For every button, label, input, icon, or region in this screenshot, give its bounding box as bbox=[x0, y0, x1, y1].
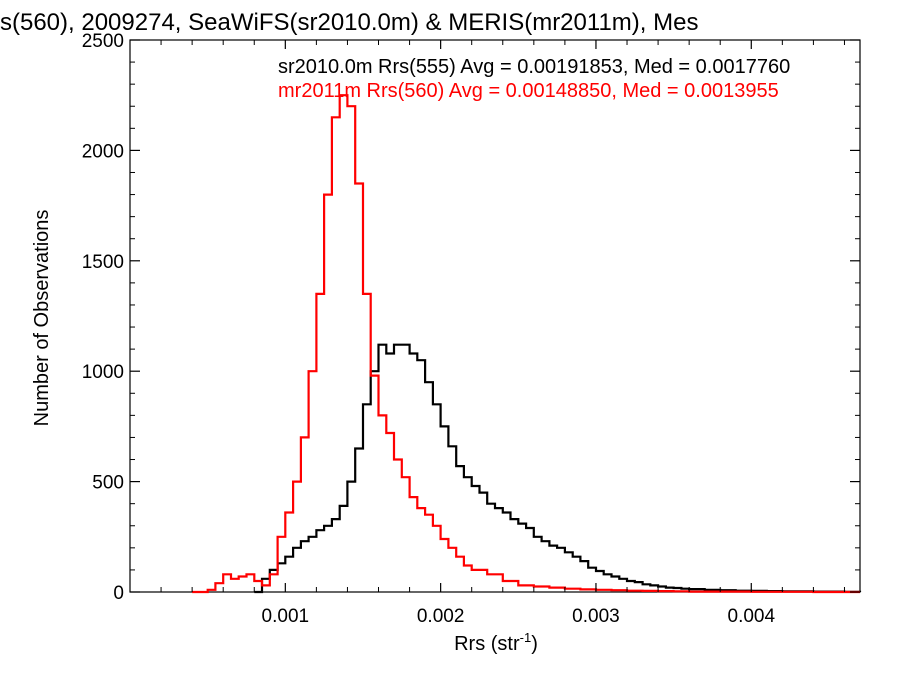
plot-area bbox=[129, 39, 861, 593]
y-axis-label: Number of Observations bbox=[31, 210, 53, 427]
x-axis-label: Rrs (str-1) bbox=[454, 630, 538, 655]
series-line-red bbox=[192, 94, 860, 594]
y-tick-label: 2000 bbox=[82, 141, 124, 162]
y-tick-label: 1000 bbox=[82, 362, 124, 383]
y-tick-label: 2500 bbox=[82, 31, 124, 52]
legend-annotation-red: mr2011m Rrs(560) Avg = 0.00148850, Med =… bbox=[278, 80, 779, 102]
series-layer bbox=[192, 94, 862, 594]
x-axis-label-close: ) bbox=[531, 633, 538, 655]
chart-title: rs(560), 2009274, SeaWiFS(sr2010.0m) & M… bbox=[0, 9, 698, 36]
series-line-black bbox=[254, 343, 862, 594]
x-axis-label-superscript: -1 bbox=[520, 630, 532, 645]
axes-layer: 0.001 0.002 0.003 0.004 0 500 1000 1500 2000 2500 bbox=[82, 31, 860, 627]
x-axis-label-main: Rrs (str bbox=[454, 633, 520, 655]
x-tick-label: 0.002 bbox=[417, 606, 465, 627]
y-tick-label: 0 bbox=[113, 583, 124, 604]
y-tick-label: 1500 bbox=[82, 252, 124, 273]
plot-frame bbox=[129, 39, 861, 593]
x-tick-label: 0.004 bbox=[728, 606, 776, 627]
legend-annotation-black: sr2010.0m Rrs(555) Avg = 0.00191853, Med… bbox=[278, 56, 790, 78]
x-tick-label: 0.003 bbox=[572, 606, 620, 627]
x-tick-label: 0.001 bbox=[262, 606, 310, 627]
y-tick-label: 500 bbox=[92, 473, 124, 494]
